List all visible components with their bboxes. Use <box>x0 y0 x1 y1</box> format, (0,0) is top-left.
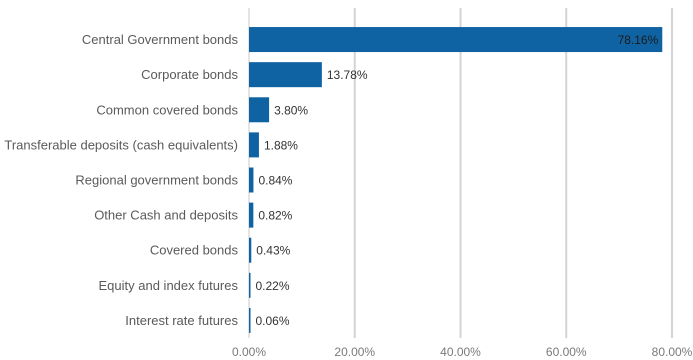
bar <box>249 272 251 298</box>
x-tick-label: 40.00% <box>440 345 481 359</box>
value-label: 78.16% <box>618 33 659 47</box>
value-label: 0.82% <box>258 209 292 223</box>
x-tick-label: 20.00% <box>334 345 375 359</box>
bar <box>249 202 254 228</box>
category-label: Covered bonds <box>150 243 239 258</box>
value-label: 1.88% <box>264 138 298 152</box>
bar <box>249 307 251 333</box>
category-labels: Central Government bonds Corporate bonds C… <box>4 32 238 328</box>
value-label: 0.84% <box>258 174 292 188</box>
x-tick-label: 80.00% <box>652 345 693 359</box>
category-label: Corporate bonds <box>141 67 238 82</box>
x-tick-label: 0.00% <box>232 345 266 359</box>
value-label: 3.80% <box>274 103 308 117</box>
bar <box>249 167 254 193</box>
x-tick-label: 60.00% <box>546 345 587 359</box>
category-label: Regional government bonds <box>75 173 238 188</box>
value-labels: 78.16% 13.78% 3.80% 1.88% 0.84% 0.82% 0.43% 0.2… <box>256 33 659 328</box>
category-label: Interest rate futures <box>125 313 238 328</box>
x-axis-ticks: 0.00% 20.00% 40.00% 60.00% 80.00% <box>232 345 693 359</box>
bar <box>249 237 252 263</box>
category-label: Central Government bonds <box>82 32 239 47</box>
bars <box>249 27 663 333</box>
bar <box>249 97 270 123</box>
category-label: Equity and index futures <box>99 278 239 293</box>
bar <box>249 132 259 158</box>
value-label: 13.78% <box>327 68 368 82</box>
gridlines <box>248 8 673 338</box>
bar <box>249 27 663 53</box>
value-label: 0.06% <box>256 314 290 328</box>
category-label: Other Cash and deposits <box>94 208 238 223</box>
bar <box>249 62 322 88</box>
value-label: 0.43% <box>256 244 290 258</box>
category-label: Transferable deposits (cash equivalents) <box>4 137 238 152</box>
value-label: 0.22% <box>256 279 290 293</box>
category-label: Common covered bonds <box>96 102 238 117</box>
